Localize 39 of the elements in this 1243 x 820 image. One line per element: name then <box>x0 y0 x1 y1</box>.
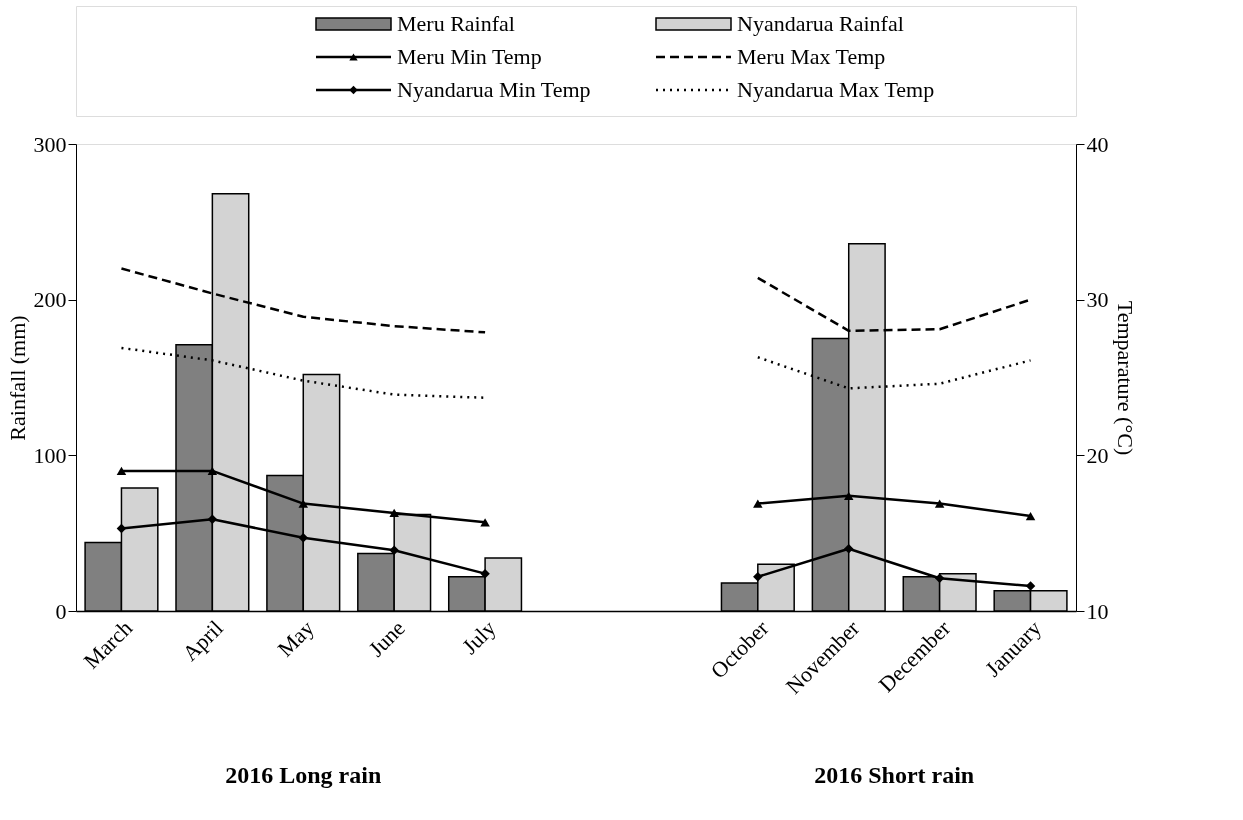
point <box>116 466 127 476</box>
x-tick-label: July <box>457 615 501 659</box>
point <box>298 533 309 543</box>
point <box>843 491 854 500</box>
text: 2016 Short rain <box>814 762 975 788</box>
point <box>480 568 490 579</box>
point <box>1025 511 1036 521</box>
legend-label: Nyandarua Rainfal <box>737 11 904 36</box>
y-tick-label: 0 <box>55 598 67 624</box>
y-axis-title: Rainfall (mm) <box>4 315 30 441</box>
text: 2016 Long rain <box>225 762 382 788</box>
point <box>753 572 763 582</box>
point <box>389 508 399 518</box>
point <box>753 499 763 508</box>
y2-axis-title: Temparature (°C) <box>1112 300 1138 456</box>
y2-tick-label: 40 <box>1086 131 1109 157</box>
x-tick-label: June <box>363 615 410 662</box>
point <box>116 523 127 534</box>
legend-label: Nyandarua Min Temp <box>397 77 591 102</box>
y2-tick-label: 10 <box>1086 598 1109 624</box>
point <box>207 514 218 524</box>
point <box>843 543 854 554</box>
x-tick-label: May <box>272 615 319 662</box>
legend-label: Nyandarua Max Temp <box>737 77 935 102</box>
point <box>1025 581 1036 591</box>
y-tick-label: 300 <box>33 131 67 157</box>
legend-label: Meru Max Temp <box>737 44 886 69</box>
legend-label: Meru Rainfal <box>397 11 515 36</box>
point <box>298 499 309 508</box>
point <box>934 573 945 584</box>
legend-label: Meru Min Temp <box>397 44 542 69</box>
y2-tick-label: 30 <box>1086 287 1109 313</box>
point <box>934 499 945 508</box>
point <box>207 466 218 476</box>
y2-tick-label: 20 <box>1086 442 1109 468</box>
y-tick-label: 200 <box>33 287 67 313</box>
y-tick-label: 100 <box>33 442 67 468</box>
point <box>480 518 490 527</box>
point <box>389 545 399 556</box>
